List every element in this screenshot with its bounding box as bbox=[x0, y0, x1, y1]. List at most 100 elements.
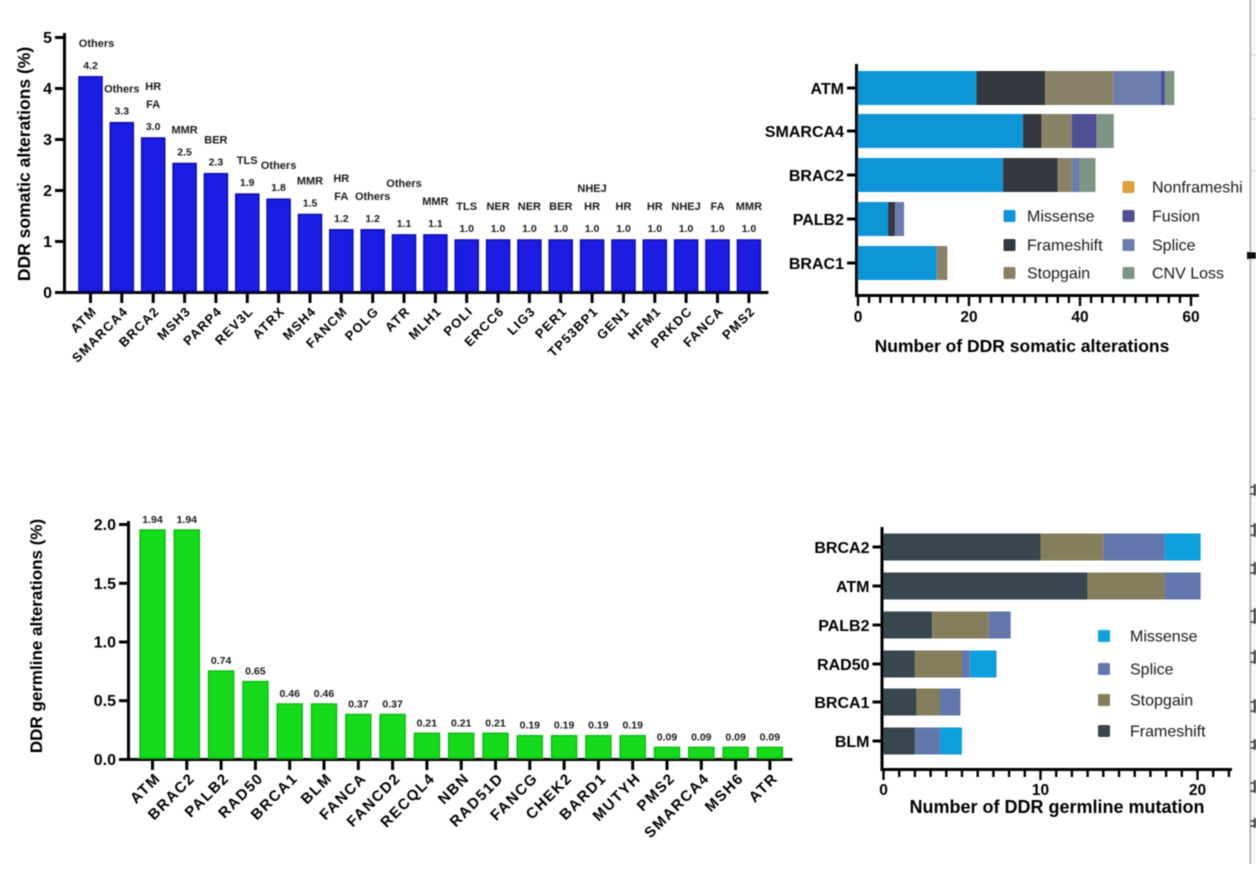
svg-text:FA: FA bbox=[334, 191, 348, 203]
svg-text:0.19: 0.19 bbox=[588, 720, 609, 732]
svg-text:Others: Others bbox=[261, 160, 296, 172]
svg-text:1.8: 1.8 bbox=[271, 182, 286, 194]
svg-text:BRAC2: BRAC2 bbox=[789, 168, 844, 185]
svg-text:BER: BER bbox=[549, 201, 572, 213]
svg-text:Missense: Missense bbox=[1027, 209, 1095, 226]
svg-text:1.0: 1.0 bbox=[459, 223, 474, 235]
svg-text:MMR: MMR bbox=[422, 196, 448, 208]
svg-text:CNV Loss: CNV Loss bbox=[1152, 266, 1224, 283]
svg-text:Others: Others bbox=[104, 84, 139, 96]
svg-text:MMR: MMR bbox=[297, 176, 323, 188]
svg-text:0.5: 0.5 bbox=[94, 693, 116, 710]
svg-text:60: 60 bbox=[1182, 309, 1199, 326]
svg-text:TLS: TLS bbox=[237, 155, 258, 167]
svg-text:0: 0 bbox=[854, 309, 863, 326]
svg-text:0.65: 0.65 bbox=[245, 666, 266, 678]
svg-text:0.09: 0.09 bbox=[725, 731, 746, 743]
svg-text:Stopgain: Stopgain bbox=[1027, 266, 1090, 283]
svg-text:HR: HR bbox=[145, 81, 161, 93]
svg-text:Number of DDR germline mutatio: Number of DDR germline mutation bbox=[909, 797, 1204, 817]
svg-text:DDR somatic alterations (%): DDR somatic alterations (%) bbox=[14, 47, 34, 281]
svg-text:1.0: 1.0 bbox=[522, 223, 537, 235]
svg-text:1.0: 1.0 bbox=[647, 223, 662, 235]
svg-text:BRAC1: BRAC1 bbox=[789, 256, 844, 273]
svg-text:2: 2 bbox=[43, 183, 52, 200]
svg-text:MMR: MMR bbox=[171, 125, 197, 137]
svg-text:FA: FA bbox=[710, 201, 724, 213]
svg-text:FA: FA bbox=[146, 99, 160, 111]
svg-text:0.19: 0.19 bbox=[622, 720, 643, 732]
svg-text:Splice: Splice bbox=[1152, 238, 1196, 255]
svg-text:BER: BER bbox=[204, 135, 227, 147]
svg-text:0.19: 0.19 bbox=[520, 720, 541, 732]
svg-text:1.5: 1.5 bbox=[94, 576, 116, 593]
svg-text:3.0: 3.0 bbox=[146, 121, 161, 133]
svg-text:1.0: 1.0 bbox=[679, 223, 694, 235]
svg-text:0.0: 0.0 bbox=[94, 752, 116, 769]
svg-text:1.1: 1.1 bbox=[397, 218, 412, 230]
svg-text:Frameshift: Frameshift bbox=[1130, 724, 1206, 741]
svg-text:1.0: 1.0 bbox=[585, 223, 600, 235]
svg-text:1.2: 1.2 bbox=[365, 213, 380, 225]
svg-text:0: 0 bbox=[43, 285, 52, 302]
svg-text:Splice: Splice bbox=[1130, 662, 1174, 679]
svg-text:1.94: 1.94 bbox=[177, 514, 198, 526]
svg-text:Missense: Missense bbox=[1130, 629, 1198, 646]
svg-text:NER: NER bbox=[518, 201, 541, 213]
svg-text:0.37: 0.37 bbox=[348, 699, 369, 711]
svg-text:0.09: 0.09 bbox=[760, 731, 781, 743]
svg-text:0: 0 bbox=[879, 782, 888, 799]
svg-text:0.21: 0.21 bbox=[485, 717, 506, 729]
svg-text:4: 4 bbox=[43, 81, 52, 98]
svg-text:1.0: 1.0 bbox=[491, 223, 506, 235]
svg-text:3.3: 3.3 bbox=[114, 106, 129, 118]
svg-text:HR: HR bbox=[333, 173, 349, 185]
svg-text:1.94: 1.94 bbox=[142, 514, 163, 526]
svg-text:0.09: 0.09 bbox=[657, 731, 678, 743]
svg-text:Others: Others bbox=[79, 38, 114, 50]
svg-text:0.21: 0.21 bbox=[417, 717, 438, 729]
svg-text:PALB2: PALB2 bbox=[818, 618, 869, 635]
svg-text:1: 1 bbox=[43, 234, 52, 251]
svg-text:RAD50: RAD50 bbox=[817, 657, 870, 674]
svg-text:NHEJ: NHEJ bbox=[577, 183, 606, 195]
svg-text:TLS: TLS bbox=[456, 201, 477, 213]
svg-text:1.0: 1.0 bbox=[616, 223, 631, 235]
svg-text:Nonframeshift: Nonframeshift bbox=[1152, 180, 1252, 197]
svg-text:NER: NER bbox=[486, 201, 509, 213]
svg-text:0.21: 0.21 bbox=[451, 717, 472, 729]
svg-text:1.0: 1.0 bbox=[710, 223, 725, 235]
svg-text:SMARCA4: SMARCA4 bbox=[765, 124, 844, 141]
svg-text:1.2: 1.2 bbox=[334, 213, 349, 225]
svg-text:4.2: 4.2 bbox=[83, 60, 98, 72]
svg-text:1.0: 1.0 bbox=[553, 223, 568, 235]
svg-text:1.1: 1.1 bbox=[428, 218, 443, 230]
svg-text:Others: Others bbox=[355, 191, 390, 203]
svg-text:HR: HR bbox=[616, 201, 632, 213]
svg-text:0.37: 0.37 bbox=[382, 699, 403, 711]
svg-text:ATM: ATM bbox=[836, 579, 869, 596]
svg-text:HR: HR bbox=[584, 201, 600, 213]
svg-text:5: 5 bbox=[43, 30, 52, 47]
svg-text:0.19: 0.19 bbox=[554, 720, 575, 732]
svg-text:ATM: ATM bbox=[811, 81, 844, 98]
svg-text:0.09: 0.09 bbox=[691, 731, 712, 743]
svg-text:NHEJ: NHEJ bbox=[671, 201, 700, 213]
svg-text:BLM: BLM bbox=[835, 734, 870, 751]
svg-text:Frameshift: Frameshift bbox=[1027, 238, 1103, 255]
svg-text:MMR: MMR bbox=[736, 201, 762, 213]
svg-text:Fusion: Fusion bbox=[1152, 209, 1200, 226]
svg-text:1.9: 1.9 bbox=[240, 177, 255, 189]
svg-text:1.5: 1.5 bbox=[303, 198, 318, 210]
svg-text:2.5: 2.5 bbox=[177, 147, 192, 159]
svg-text:Stopgain: Stopgain bbox=[1130, 693, 1193, 710]
svg-text:3: 3 bbox=[43, 132, 52, 149]
svg-text:1.0: 1.0 bbox=[94, 635, 116, 652]
svg-text:Others: Others bbox=[386, 178, 421, 190]
svg-text:2.3: 2.3 bbox=[209, 157, 224, 169]
svg-text:0.46: 0.46 bbox=[279, 688, 300, 700]
svg-text:BRCA1: BRCA1 bbox=[814, 695, 869, 712]
svg-text:1.0: 1.0 bbox=[742, 223, 757, 235]
svg-text:2.0: 2.0 bbox=[94, 517, 116, 534]
svg-text:40: 40 bbox=[1071, 309, 1088, 326]
